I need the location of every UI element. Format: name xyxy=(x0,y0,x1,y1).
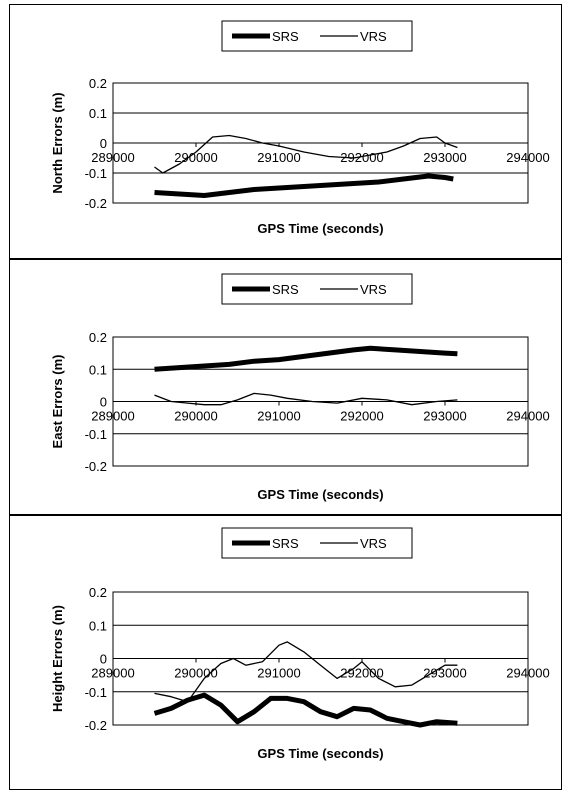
north-errors-panel: 0.2 0.1 0 -0.1 -0.2 289000 290000 291000 292000 2… xyxy=(9,4,562,260)
x-tick-label: 291000 xyxy=(257,150,300,165)
x-tick-label: 292000 xyxy=(340,666,383,681)
y-tick-label: 0.2 xyxy=(89,585,107,600)
y-tick-label: 0 xyxy=(100,395,107,410)
y-tick-label: -0.1 xyxy=(85,166,107,181)
series-line-srs xyxy=(154,173,454,198)
y-tick-label: 0 xyxy=(100,652,107,667)
x-tick-label: 290000 xyxy=(174,409,217,424)
x-axis-title: GPS Time (seconds) xyxy=(257,221,383,236)
y-tick-label: 0.2 xyxy=(89,330,107,345)
y-tick-label: 0 xyxy=(100,136,107,151)
y-axis-title: East Errors (m) xyxy=(50,355,65,449)
legend-label-srs: SRS xyxy=(272,536,299,551)
x-tick-label: 289000 xyxy=(91,150,134,165)
east-errors-panel: 0.2 0.1 0 -0.1 -0.2 289000 290000 291000 292000 2… xyxy=(9,258,562,516)
x-tick-label: 289000 xyxy=(91,666,134,681)
x-tick-label: 293000 xyxy=(423,150,466,165)
x-tick-label: 290000 xyxy=(174,150,217,165)
legend-label-srs: SRS xyxy=(272,282,299,297)
y-tick-label: 0.2 xyxy=(89,76,107,91)
x-tick-label: 294000 xyxy=(506,150,549,165)
legend-label-srs: SRS xyxy=(272,29,299,44)
y-tick-label: 0.1 xyxy=(89,618,107,633)
y-tick-label: -0.2 xyxy=(85,459,107,474)
y-tick-label: -0.1 xyxy=(85,427,107,442)
legend-label-vrs: VRS xyxy=(360,282,387,297)
x-axis-title: GPS Time (seconds) xyxy=(257,746,383,761)
series-line-vrs xyxy=(154,134,458,174)
y-tick-label: 0.1 xyxy=(89,362,107,377)
x-tick-label: 294000 xyxy=(506,409,549,424)
y-tick-label: -0.1 xyxy=(85,685,107,700)
legend-label-vrs: VRS xyxy=(360,29,387,44)
series-line-vrs xyxy=(154,641,458,703)
series-line-srs xyxy=(153,692,458,728)
series-line-srs xyxy=(154,345,458,372)
x-tick-label: 293000 xyxy=(423,666,466,681)
x-tick-label: 292000 xyxy=(340,150,383,165)
series-line-vrs xyxy=(154,392,458,406)
north-errors-chart: 0.2 0.1 0 -0.1 -0.2 289000 290000 291000 292000 2… xyxy=(50,20,550,236)
east-errors-chart: 0.2 0.1 0 -0.1 -0.2 289000 290000 291000 292000 2… xyxy=(50,273,550,502)
y-tick-label: -0.2 xyxy=(85,718,107,733)
x-tick-label: 294000 xyxy=(506,666,549,681)
legend-label-vrs: VRS xyxy=(360,536,387,551)
x-tick-label: 291000 xyxy=(257,409,300,424)
x-tick-label: 293000 xyxy=(423,409,466,424)
y-axis-title: Height Errors (m) xyxy=(50,605,65,712)
x-tick-label: 289000 xyxy=(91,409,134,424)
x-tick-label: 291000 xyxy=(257,666,300,681)
y-axis-title: North Errors (m) xyxy=(50,92,65,193)
x-tick-label: 292000 xyxy=(340,409,383,424)
y-tick-label: 0.1 xyxy=(89,106,107,121)
y-tick-label: -0.2 xyxy=(85,196,107,211)
height-errors-panel: 0.2 0.1 0 -0.1 -0.2 289000 290000 291000 292000 2… xyxy=(9,514,562,790)
x-axis-title: GPS Time (seconds) xyxy=(257,487,383,502)
